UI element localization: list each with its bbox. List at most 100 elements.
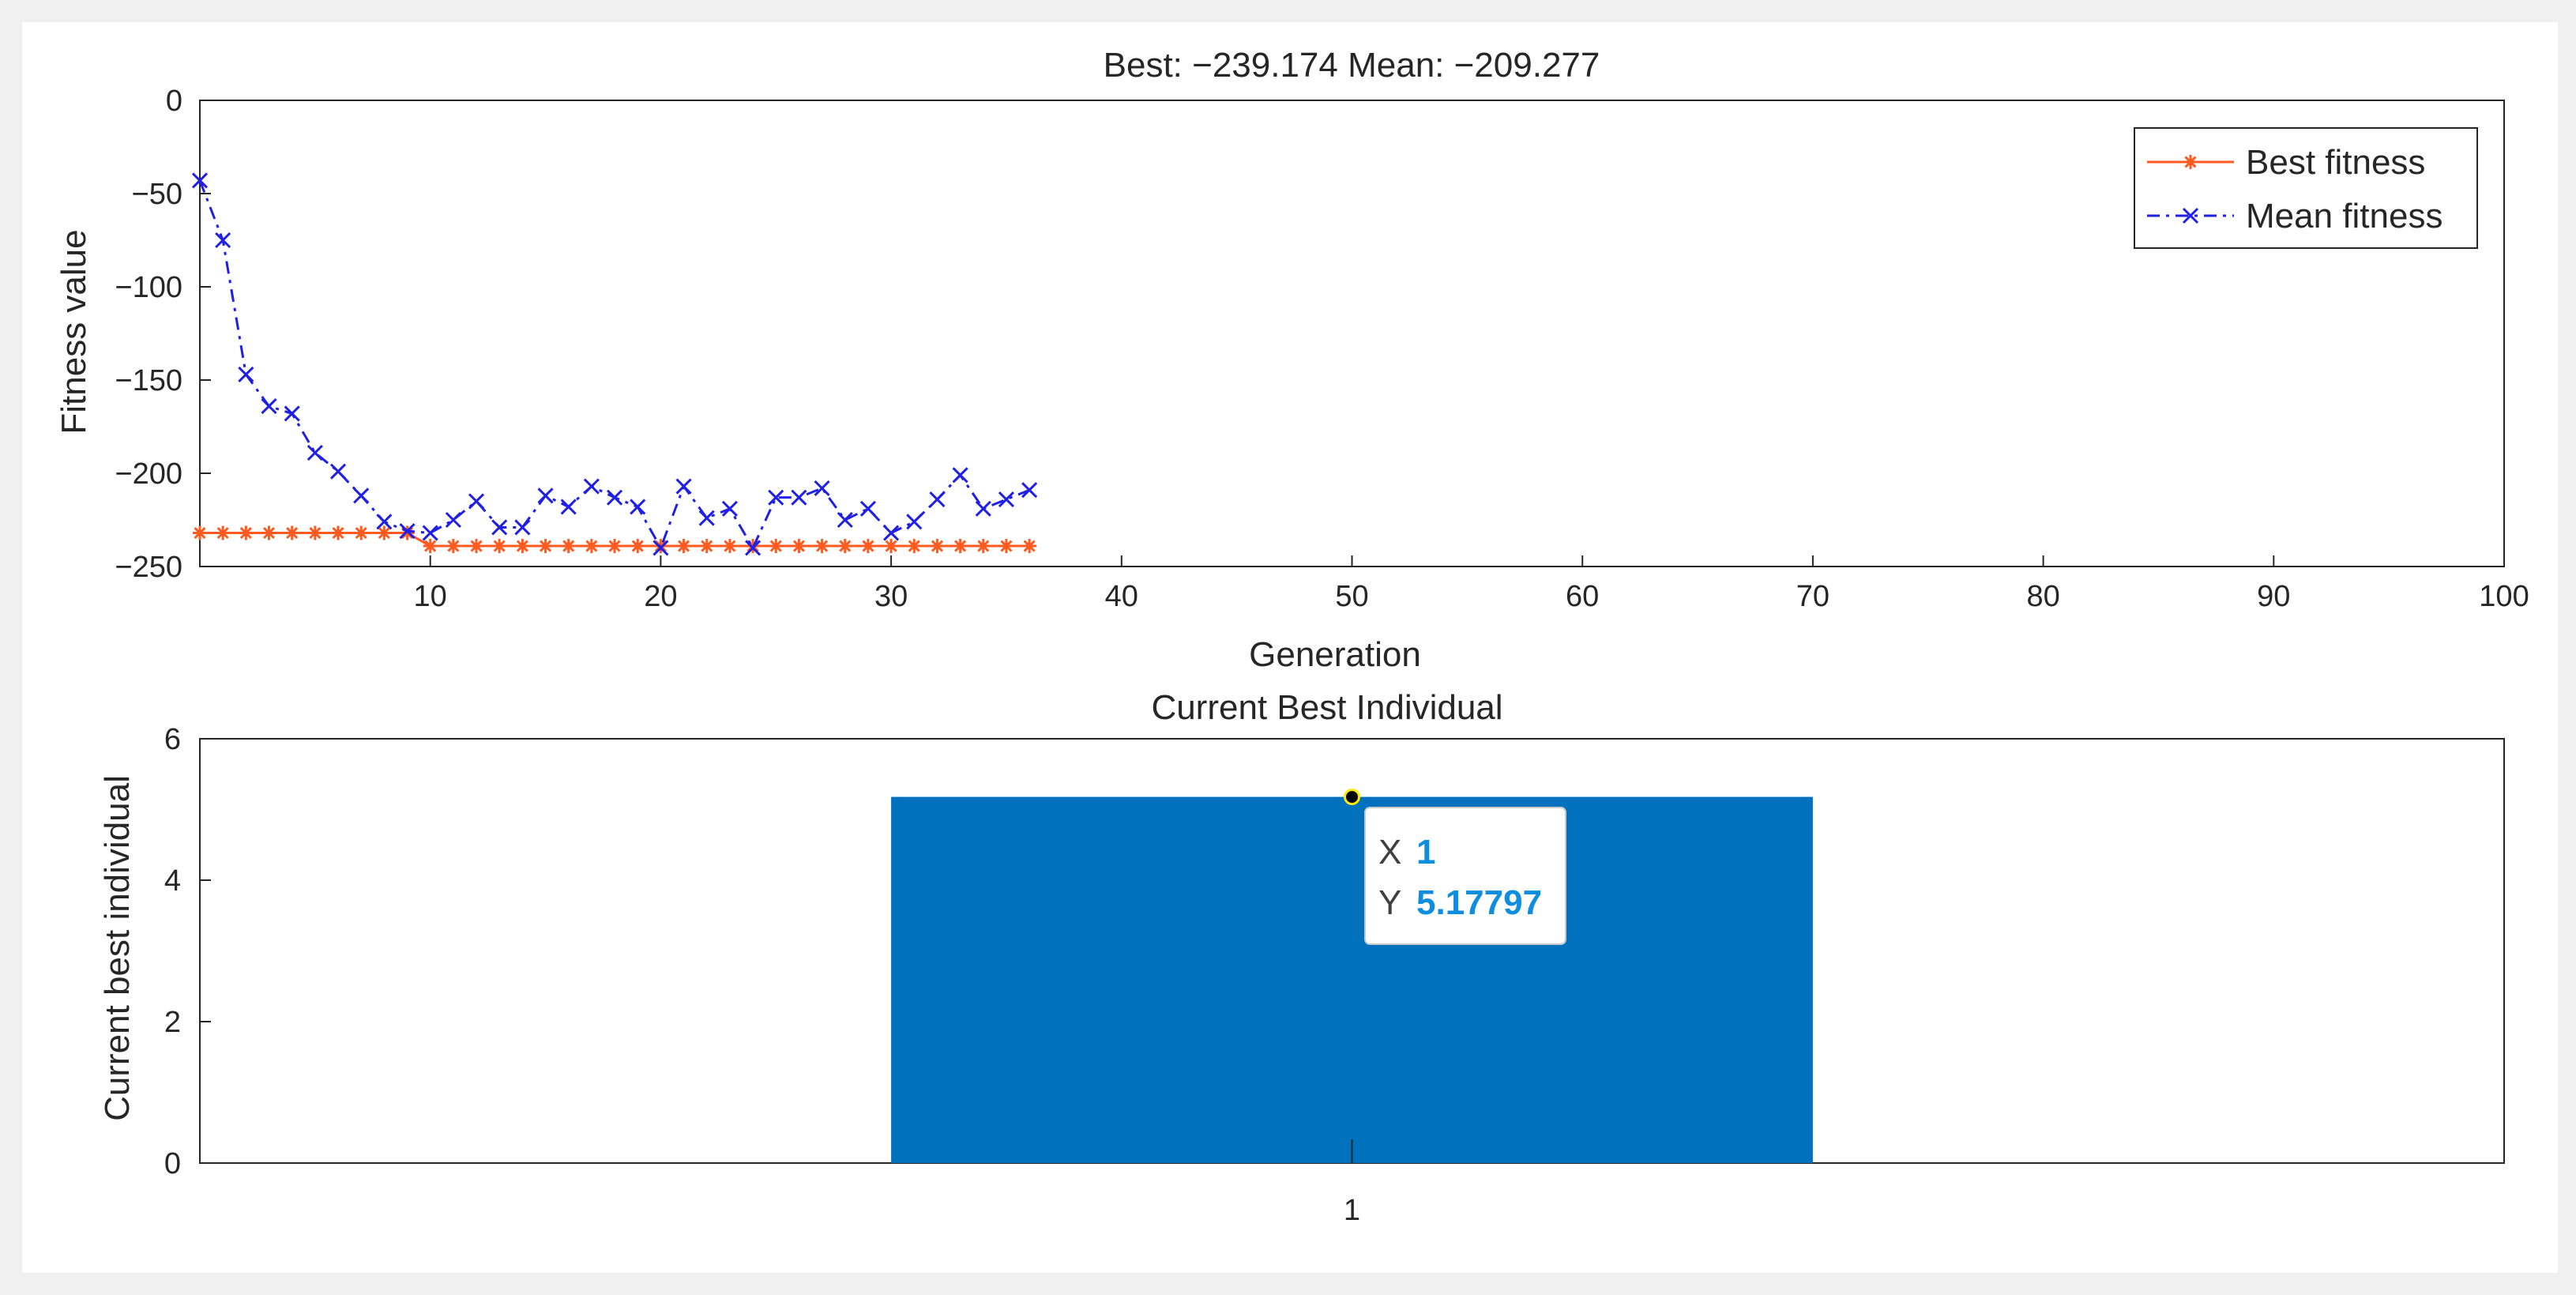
data-point [446,539,461,554]
best-individual-x-ticks: 1 [1344,1139,1360,1227]
data-tip-x-value: 1 [1416,833,1435,871]
data-point [515,539,530,554]
x-tick-label: 100 [2479,580,2529,613]
data-point [584,539,599,554]
data-point [630,499,646,515]
data-point [745,540,762,556]
fitness-y-axis-title: Fitness value [55,229,93,434]
data-point [883,525,900,541]
bar[interactable] [891,796,1813,1163]
x-tick-label: 80 [2026,580,2059,613]
fitness-x-ticks: 10 20 30 40 50 60 70 80 90 100 [414,555,2529,613]
data-point [284,525,299,540]
data-point [238,366,254,382]
data-point [400,525,415,540]
y-tick-label: −150 [115,364,182,397]
data-point [239,525,254,540]
best-individual-bars [891,796,1813,1163]
fitness-plot-area[interactable] [199,100,2505,567]
data-point [675,478,692,495]
data-point [952,467,968,484]
x-tick-label: 20 [644,580,677,613]
data-point [953,539,968,554]
data-point [1021,482,1038,499]
data-point [975,500,991,517]
y-tick-label: 6 [164,723,181,756]
data-point [998,539,1013,554]
x-tick-label: 10 [414,580,447,613]
data-point [722,539,737,554]
best-individual-y-axis-title: Current best individual [98,775,137,1121]
data-point [193,525,207,540]
data-point [353,488,370,504]
data-point [791,489,807,506]
legend-mean-fitness-label: Mean fitness [2246,197,2442,235]
best-individual-chart-title: Current Best Individual [1151,688,1502,727]
data-point [469,539,484,554]
fitness-chart: Best: −239.174 Mean: −209.277 10 20 30 40 50… [55,46,2529,674]
data-point [837,511,853,529]
x-tick-label: 50 [1335,580,1368,613]
legend-box [2134,127,2478,249]
x-tick-label: 90 [2257,580,2290,613]
legend-best-fitness-label: Best fitness [2246,143,2425,182]
y-tick-label: 0 [166,85,182,118]
legend-marker [2182,207,2199,224]
data-point [423,539,438,554]
x-tick-label: 30 [874,580,908,613]
data-point [514,519,531,536]
x-tick-label: 70 [1796,580,1830,613]
fitness-series [191,172,1038,556]
data-point [377,525,392,540]
data-tip-y-value: 5.17797 [1416,883,1542,922]
y-tick-label: 0 [164,1147,181,1180]
series-mean-fitness [191,172,1038,556]
data-point [215,232,231,249]
series-best-fitness [193,525,1037,554]
data-point [652,540,669,556]
y-tick-label: −100 [115,271,182,304]
data-point [261,525,276,540]
data-point [422,525,438,541]
data-point [698,510,715,526]
y-tick-label: 2 [164,1006,181,1039]
data-point [630,539,645,554]
data-point [376,514,393,530]
data-point [976,539,991,554]
data-point [306,444,323,461]
data-point [329,463,347,480]
data-point [929,491,946,508]
fitness-x-axis-title: Generation [1249,635,1421,674]
x-tick-label: 1 [1344,1194,1360,1227]
data-point [445,511,461,529]
data-point [792,539,807,554]
data-tip-x-key: X [1378,833,1401,871]
data-point [907,539,922,554]
data-point [998,491,1015,508]
data-point [814,539,829,554]
data-point [930,539,945,554]
data-point [284,405,300,422]
fitness-y-ticks: 0 −50 −100 −150 −200 −250 [115,85,211,584]
data-point [354,525,369,540]
data-point [1022,539,1037,554]
data-tip-anchor-marker[interactable] [1344,789,1360,806]
data-point [583,478,600,495]
data-tip-y-key: Y [1378,883,1401,922]
data-point [399,523,416,540]
data-point [538,539,553,554]
data-point [537,488,554,504]
data-point [860,539,875,554]
fitness-legend[interactable]: Best fitness Mean fitness [2134,127,2478,249]
x-tick-label: 60 [1566,580,1599,613]
data-point [561,539,576,554]
y-tick-label: −50 [132,178,182,211]
data-point [814,480,830,496]
data-point [216,525,231,540]
x-tick-label: 40 [1105,580,1138,613]
data-point [607,539,622,554]
data-tip[interactable]: X 1 Y 5.17797 [1344,789,1566,945]
data-point [768,489,784,506]
data-point [837,539,852,554]
